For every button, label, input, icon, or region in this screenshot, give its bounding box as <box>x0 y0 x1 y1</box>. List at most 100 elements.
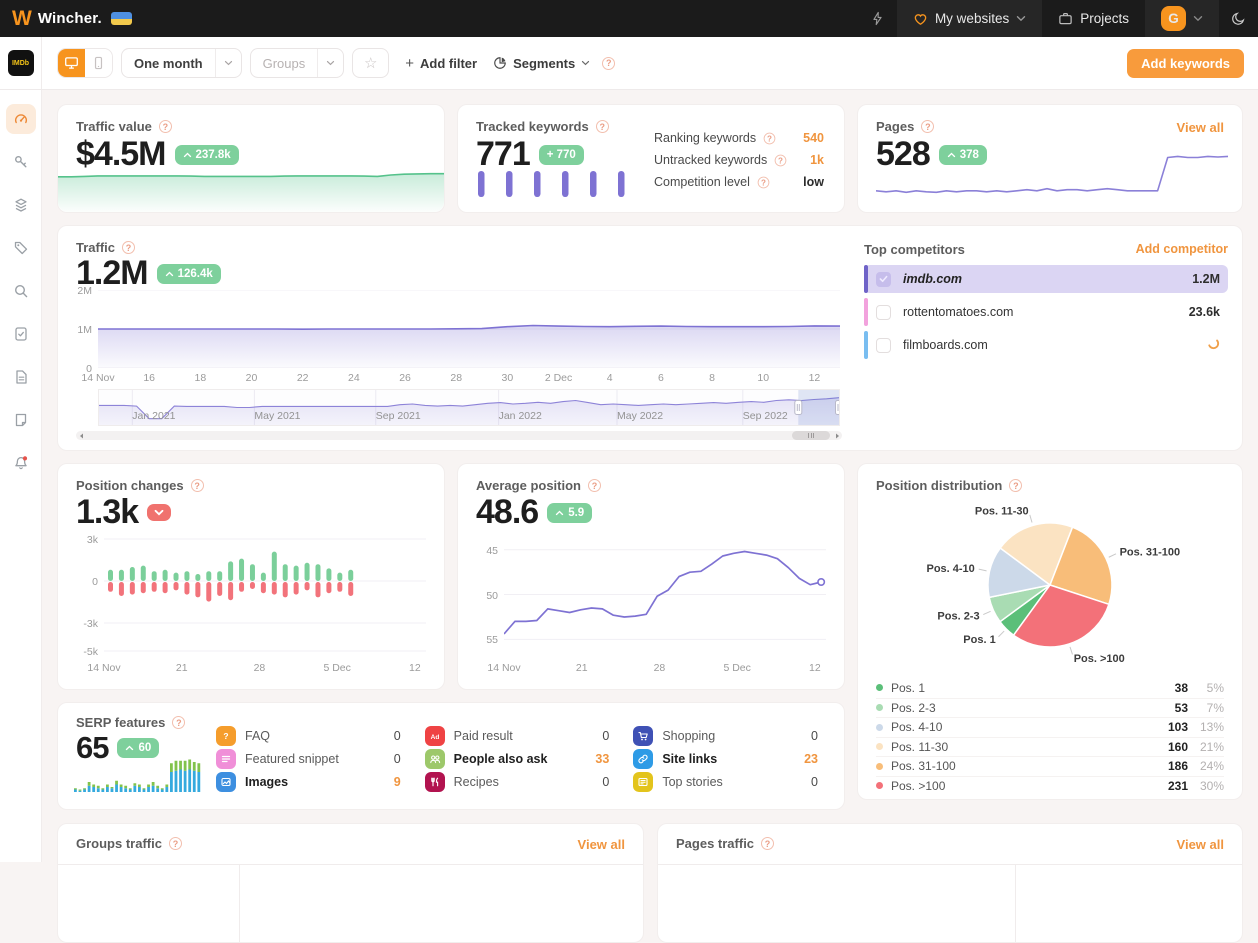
help-icon[interactable]: ? <box>757 176 770 188</box>
competitor-checkbox[interactable] <box>876 271 891 287</box>
pages-card: Pages? View all 528 378 <box>857 104 1243 213</box>
serp-features-list: ? FAQ 0 Featured snippet 0 Images 9 Ad Paid resu… <box>216 725 828 793</box>
scroll-left-arrow[interactable] <box>76 431 86 440</box>
legend-row[interactable]: Pos. 1 38 5% <box>876 678 1224 698</box>
legend-dot-icon <box>876 743 883 751</box>
favorites-star-button[interactable]: ☆ <box>352 48 390 78</box>
legend-row[interactable]: Pos. 4-10 103 13% <box>876 717 1224 737</box>
help-icon[interactable]: ? <box>1009 479 1023 492</box>
scrollbar-thumb[interactable] <box>792 431 830 440</box>
heart-icon <box>914 13 927 25</box>
sidebar-item-notifications-bell[interactable] <box>6 448 36 478</box>
pages-traffic-view-all-link[interactable]: View all <box>1176 837 1224 852</box>
segments-menu[interactable]: Segments <box>493 56 590 71</box>
x-axis-tick: 24 <box>348 372 360 384</box>
card-title: Pages <box>876 119 915 134</box>
help-icon[interactable]: ? <box>122 241 136 254</box>
competitor-row[interactable]: imdb.com 1.2M <box>864 265 1228 293</box>
projects-menu[interactable]: Projects <box>1042 0 1145 37</box>
serp-feature-count: 0 <box>602 775 610 789</box>
competitor-domain: imdb.com <box>903 272 963 286</box>
position-changes-number: 1.3k <box>76 493 139 531</box>
serp-feature-row: Images 9 <box>216 771 411 793</box>
traffic-value-sparkline <box>58 168 444 212</box>
desktop-toggle-button[interactable] <box>58 49 85 77</box>
keyword-stat-row: Ranking keywords? 540 <box>654 127 824 149</box>
help-icon[interactable]: ? <box>761 837 775 850</box>
period-select[interactable]: One month <box>121 48 242 78</box>
legend-label: Pos. 11-30 <box>891 739 949 754</box>
add-competitor-link[interactable]: Add competitor <box>1135 242 1228 256</box>
x-axis-tick: 6 <box>657 372 664 384</box>
x-axis-tick: 22 <box>296 372 309 384</box>
help-icon[interactable]: ? <box>763 132 776 144</box>
groups-select[interactable]: Groups <box>249 48 345 78</box>
quick-actions-icon[interactable] <box>858 0 897 37</box>
competitor-checkbox[interactable] <box>876 304 891 320</box>
help-icon[interactable]: ? <box>921 120 935 133</box>
images-icon <box>216 772 236 792</box>
card-title: Position distribution <box>876 478 1003 493</box>
competitor-row[interactable]: rottentomatoes.com 23.6k <box>864 298 1228 326</box>
help-icon[interactable]: ? <box>168 837 182 850</box>
legend-row[interactable]: Pos. 2-3 53 7% <box>876 697 1224 718</box>
site-switcher[interactable]: IMDb <box>0 37 42 89</box>
scroll-right-arrow[interactable] <box>832 431 842 440</box>
traffic-range-navigator[interactable]: Jan 2021 May 2021 Sep 2021 Jan 2022 May 2022… <box>98 389 843 426</box>
pie-slice-label: Pos. 31-100 <box>1120 547 1181 559</box>
help-icon[interactable]: ? <box>587 479 601 492</box>
serp-feature-label: Recipes <box>453 775 499 789</box>
mobile-toggle-button[interactable] <box>85 49 112 77</box>
account-menu[interactable]: G <box>1145 0 1219 37</box>
legend-row[interactable]: Pos. 11-30 160 21% <box>876 736 1224 757</box>
add-filter-button[interactable]: + Add filter <box>405 55 477 72</box>
serp-feature-count: 0 <box>393 729 401 743</box>
sidebar-item-keywords-key[interactable] <box>6 147 36 177</box>
legend-row[interactable]: Pos. 31-100 186 24% <box>876 756 1224 776</box>
traffic-scrollbar[interactable] <box>76 431 842 440</box>
x-axis-tick: 14 Nov <box>87 662 121 674</box>
device-toggle <box>57 48 113 78</box>
help-icon[interactable]: ? <box>172 716 186 729</box>
pages-view-all-link[interactable]: View all <box>1176 120 1224 135</box>
dark-mode-toggle[interactable] <box>1219 0 1258 37</box>
competitor-checkbox[interactable] <box>876 337 891 353</box>
my-websites-menu[interactable]: My websites <box>896 0 1043 37</box>
card-title: Tracked keywords <box>476 119 589 134</box>
serp-feature-count: 0 <box>393 752 401 766</box>
groups-traffic-view-all-link[interactable]: View all <box>577 837 625 852</box>
help-icon[interactable]: ? <box>158 120 172 133</box>
y-axis-tick: -5k <box>83 646 98 658</box>
help-icon[interactable]: ? <box>595 120 609 133</box>
serp-features-number: 65 <box>76 730 109 765</box>
sidebar-item-notes-page[interactable] <box>6 405 36 435</box>
serp-feature-count: 0 <box>602 729 610 743</box>
legend-count: 103 <box>1167 720 1188 735</box>
my-websites-label: My websites <box>934 11 1010 26</box>
sidebar-item-pages-file[interactable] <box>6 362 36 392</box>
chevron-up-icon <box>183 152 191 157</box>
chevron-up-icon <box>947 152 955 157</box>
sidebar-item-tags-tag[interactable] <box>6 233 36 263</box>
help-icon[interactable]: ? <box>190 479 204 492</box>
sidebar-item-search[interactable] <box>6 276 36 306</box>
chevron-up-icon <box>556 510 564 515</box>
legend-row[interactable]: Pos. >100 231 30% <box>876 775 1224 796</box>
serp-feature-row: Featured snippet 0 <box>216 748 411 770</box>
sidebar-item-groups-layers[interactable] <box>6 190 36 220</box>
serp-feature-row: Ad Paid result 0 <box>424 725 620 747</box>
average-position-card: Average position? 48.6 5.9 45 50 55 14 Nov… <box>457 463 845 690</box>
keyword-stats-list: Ranking keywords? 540 Untracked keywords? 1… <box>654 127 824 193</box>
add-keywords-button[interactable]: Add keywords <box>1127 48 1244 78</box>
check-icon <box>879 275 888 283</box>
help-icon[interactable]: ? <box>602 56 616 70</box>
help-icon[interactable]: ? <box>774 154 787 166</box>
sidebar-item-dashboard-gauge[interactable] <box>5 104 36 134</box>
wincher-logo[interactable]: W Wincher. <box>0 8 142 29</box>
plus-icon: + <box>405 54 415 72</box>
competitor-row[interactable]: filmboards.com <box>864 331 1228 359</box>
tags-tag-icon <box>14 241 27 255</box>
sidebar-item-reports-check[interactable] <box>6 319 36 349</box>
position-distribution-pie: Pos. 1 Pos. 2-3 Pos. 4-10 Pos. 11-30 Pos. 31… <box>858 496 1244 674</box>
x-axis-tick: 28 <box>450 372 463 384</box>
